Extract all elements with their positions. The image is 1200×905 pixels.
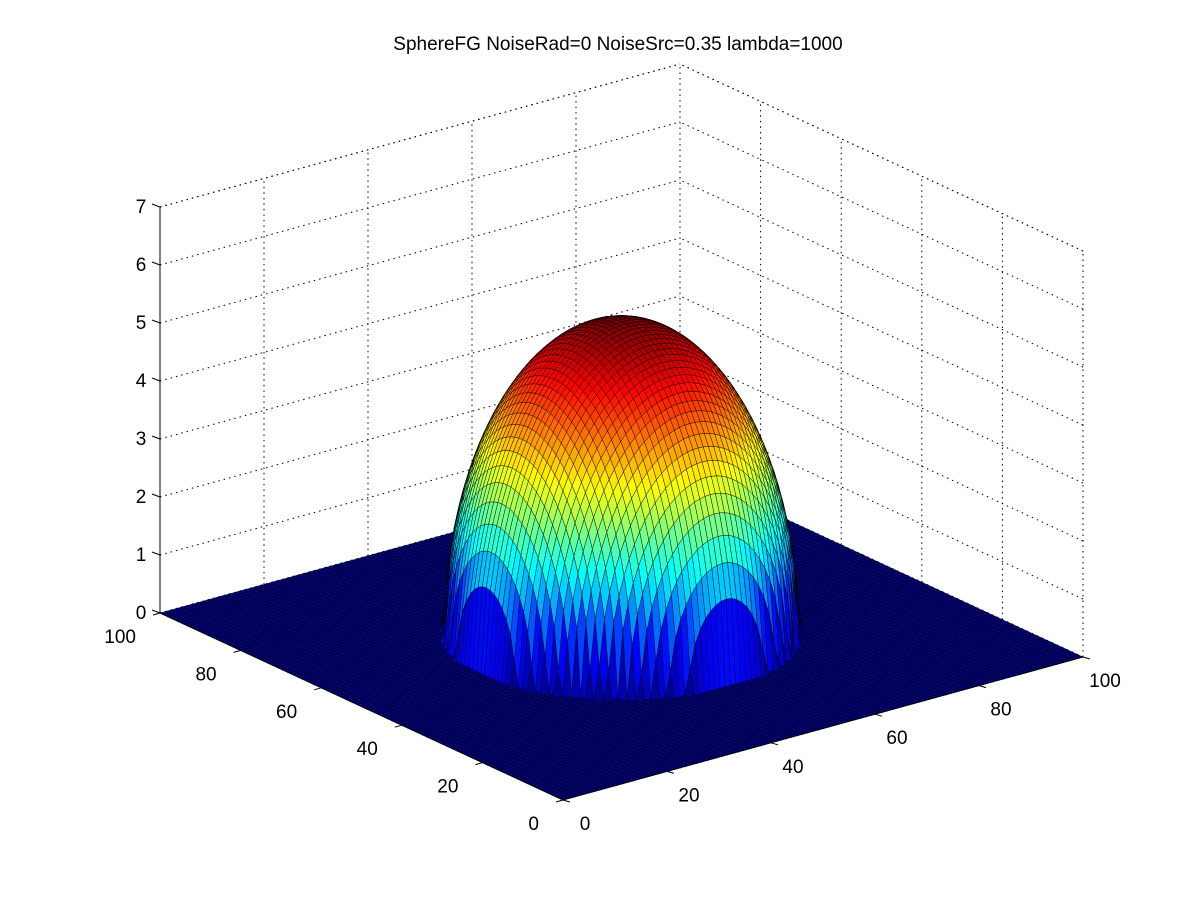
- box-edge: [160, 64, 680, 207]
- grid-line: [680, 238, 1083, 425]
- surface-layer: [160, 315, 1083, 800]
- grid-line: [680, 122, 1083, 309]
- grid-line: [160, 180, 680, 323]
- box-edge: [680, 64, 1083, 251]
- grid-line: [680, 180, 1083, 367]
- grid-line: [160, 122, 680, 265]
